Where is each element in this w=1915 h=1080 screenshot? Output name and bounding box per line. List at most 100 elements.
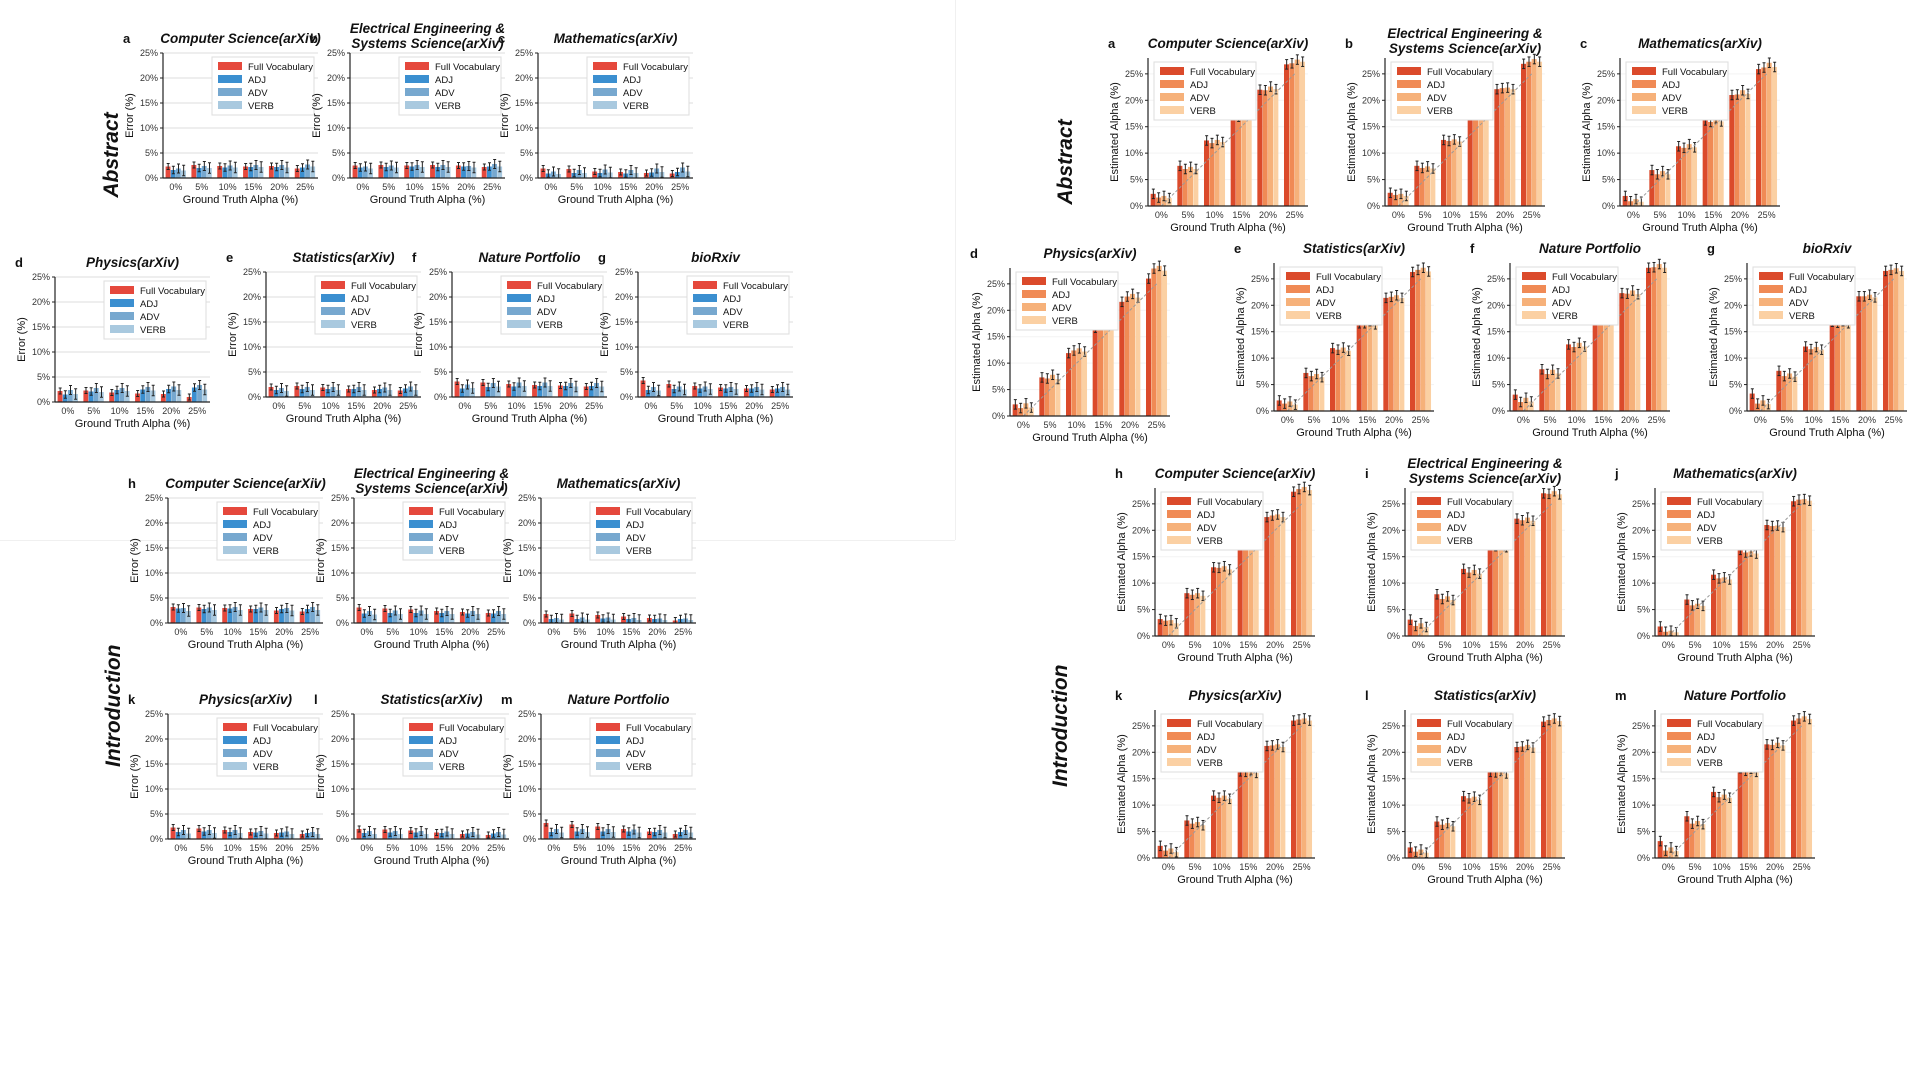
y-tick-label: 15% xyxy=(1632,552,1650,562)
bar xyxy=(1478,112,1484,206)
panel-label: l xyxy=(1365,688,1369,703)
x-axis-label: Ground Truth Alpha (%) xyxy=(1677,874,1793,886)
bar xyxy=(1792,376,1798,411)
chart-panel-b-alpha: 0%5%10%15%20%25%0% 5% 10% 15% 20% 25%Ground T… xyxy=(1345,26,1545,234)
legend-swatch xyxy=(1286,311,1310,319)
bar xyxy=(1420,267,1426,411)
x-tick-label: 10% xyxy=(1332,415,1350,425)
bar xyxy=(175,608,181,623)
bar xyxy=(569,824,575,839)
x-tick-label: 10% xyxy=(224,843,242,853)
legend-label: VERB xyxy=(140,325,166,336)
legend-swatch xyxy=(1022,277,1046,285)
bar xyxy=(480,382,486,397)
bar xyxy=(88,391,94,402)
bar xyxy=(1367,321,1373,411)
legend-swatch xyxy=(321,320,345,328)
legend-swatch xyxy=(507,307,531,315)
chart-title: Computer Science(arXiv) xyxy=(1155,466,1316,481)
legend-label: Full Vocabulary xyxy=(626,507,691,518)
legend-label: VERB xyxy=(1697,536,1723,547)
bar xyxy=(1182,169,1188,206)
bar xyxy=(1796,718,1802,858)
x-tick-label: 15% xyxy=(431,182,449,192)
bar xyxy=(1399,297,1405,411)
y-axis-label: Error (%) xyxy=(315,538,327,583)
bar xyxy=(1146,278,1152,416)
y-axis-label: Error (%) xyxy=(502,538,514,583)
legend-label: Full Vocabulary xyxy=(1052,277,1117,288)
panel-label: c xyxy=(1580,36,1587,51)
bar xyxy=(1473,115,1479,206)
bar xyxy=(352,165,358,178)
legend-label: ADV xyxy=(1427,93,1447,104)
bar xyxy=(1503,547,1509,636)
legend-swatch xyxy=(1417,523,1441,531)
bar xyxy=(1445,596,1451,636)
y-tick-label: 5% xyxy=(1130,175,1143,185)
y-tick-label: 25% xyxy=(429,267,447,277)
y-tick-label: 15% xyxy=(1382,552,1400,562)
quadrant-divider-vertical xyxy=(955,0,956,540)
bar xyxy=(1775,742,1781,858)
y-tick-label: 25% xyxy=(145,709,163,719)
bar xyxy=(506,384,512,397)
y-tick-label: 20% xyxy=(1632,525,1650,535)
bar xyxy=(1539,369,1545,411)
legend-label: ADJ xyxy=(351,294,369,305)
legend-swatch xyxy=(223,520,247,528)
x-tick-label: 0% xyxy=(1412,862,1425,872)
chart-title: Nature Portfolio xyxy=(478,250,580,265)
y-tick-label: 10% xyxy=(1132,800,1150,810)
x-tick-label: 15% xyxy=(1489,640,1507,650)
y-tick-label: 20% xyxy=(518,734,536,744)
y-tick-label: 10% xyxy=(518,784,536,794)
y-tick-label: 5% xyxy=(37,372,50,382)
y-tick-label: 25% xyxy=(1632,721,1650,731)
reference-line xyxy=(1022,283,1158,417)
bar xyxy=(1330,348,1336,411)
bar xyxy=(1713,118,1719,206)
y-tick-label: 10% xyxy=(1362,148,1380,158)
x-tick-label: 0% xyxy=(1162,640,1175,650)
bar xyxy=(1195,822,1201,858)
bar xyxy=(83,390,89,402)
chart-title: Nature Portfolio xyxy=(1539,241,1641,256)
legend-label: ADV xyxy=(1447,745,1467,756)
legend-label: VERB xyxy=(253,546,279,557)
bar xyxy=(1872,297,1878,411)
legend-label: Full Vocabulary xyxy=(1789,272,1854,283)
bar xyxy=(1684,816,1690,858)
bar xyxy=(1372,324,1378,411)
y-tick-label: 25% xyxy=(1487,274,1505,284)
chart-title: Computer Science(arXiv) xyxy=(160,31,321,46)
legend-label: Full Vocabulary xyxy=(626,723,691,734)
bar xyxy=(1592,319,1598,411)
bar xyxy=(304,609,310,623)
bar xyxy=(1808,349,1814,411)
x-tick-label: 10% xyxy=(111,406,129,416)
reference-line xyxy=(1160,73,1296,207)
x-axis-label: Ground Truth Alpha (%) xyxy=(1177,874,1293,886)
x-tick-label: 15% xyxy=(1239,640,1257,650)
x-tick-label: 15% xyxy=(1594,415,1612,425)
legend-swatch xyxy=(409,520,433,528)
bar xyxy=(1066,353,1072,416)
bar xyxy=(1439,824,1445,858)
x-tick-label: 15% xyxy=(435,843,453,853)
y-tick-label: 0% xyxy=(1637,631,1650,641)
y-tick-label: 25% xyxy=(327,48,345,58)
bar xyxy=(67,390,73,402)
legend-label: VERB xyxy=(623,101,649,112)
x-tick-label: 0% xyxy=(644,401,657,411)
bar xyxy=(1168,620,1174,636)
legend-swatch xyxy=(1632,106,1656,114)
panel-label: d xyxy=(970,246,978,261)
legend-swatch xyxy=(1160,80,1184,88)
x-tick-label: 10% xyxy=(1568,415,1586,425)
x-tick-label: 0% xyxy=(1281,415,1294,425)
legend-swatch xyxy=(1522,311,1546,319)
bar xyxy=(253,609,259,623)
x-axis-label: Ground Truth Alpha (%) xyxy=(561,855,677,867)
legend-swatch xyxy=(1286,298,1310,306)
